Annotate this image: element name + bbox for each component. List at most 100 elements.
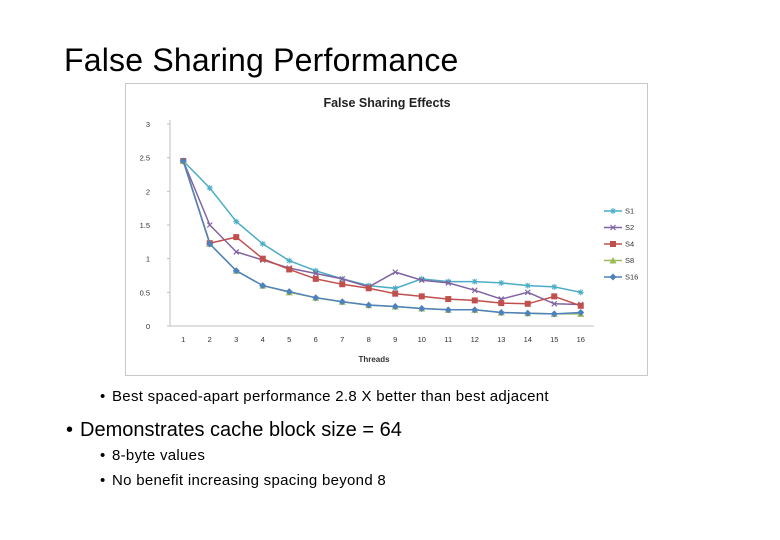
bullet-dot: • [100,447,106,464]
series-s2-point [206,222,213,228]
legend-s4-point [610,241,616,247]
series-s2-point [551,300,558,307]
x-tick-label: 13 [497,335,505,344]
legend-s16-point [609,273,617,281]
series-s1-point [471,278,478,285]
y-tick-label: 2 [146,187,150,196]
series-s16-point [471,306,479,314]
series-s2-point [471,287,478,294]
x-tick-label: 1 [181,335,185,344]
legend-s8-point [609,257,617,264]
y-tick-label: 2.5 [140,154,150,163]
legend-s8-label: S8 [625,256,634,265]
series-s1-point [286,257,293,264]
series-s1-point [259,240,266,247]
bullet-no-benefit: • No benefit increasing spacing beyond 8 [100,472,386,489]
series-s16-point [285,288,293,296]
series-s2-point [233,249,240,255]
series-s1-line [182,160,581,294]
series-s2-point [445,279,452,286]
chart-frame: False Sharing Effects 0 0.5 1 1.5 2 2.5 3 1 2 3 4 5 6… [125,83,648,376]
legend-s16-label: S16 [625,273,638,282]
x-axis-label: Threads [358,355,390,364]
series-s16-point [497,309,505,317]
series-s4-point [339,281,346,288]
x-tick-label: 9 [393,335,397,344]
series-s1-point [418,275,425,282]
chart-title: False Sharing Effects [323,96,450,110]
x-tick-label: 7 [340,335,344,344]
series-s4-point [471,297,478,304]
bullet-dot: • [66,419,74,441]
series-s2-point [524,289,531,296]
series-s1-point [392,285,399,292]
bullet-text: No benefit increasing spacing beyond 8 [112,472,387,489]
series-s16-point [338,298,346,306]
series-s4-point [392,290,399,297]
series-s16-point [312,294,320,302]
x-tick-label: 5 [287,335,291,344]
series-s16-point [206,240,214,248]
series-s1-point [206,184,213,191]
series-s4-point [418,293,425,300]
series-s16-point [524,309,532,317]
series-s16-point [577,309,585,317]
series-s4-point [286,266,293,273]
series-s4-point [312,275,319,282]
x-tick-label: 15 [550,335,558,344]
series-s16-point [444,306,452,314]
y-tick-label: 0.5 [140,288,150,297]
series-s4-point [233,234,240,241]
series-s4-point [259,255,266,262]
bullet-text: Best spaced-apart performance 2.8 X bett… [112,388,549,405]
legend-s1-point [610,208,616,214]
x-tick-label: 10 [418,335,426,344]
legend-s4-label: S4 [625,240,634,249]
series-s16-point [391,302,399,310]
x-tick-label: 2 [208,335,212,344]
bullet-text: Demonstrates cache block size = 64 [80,419,402,441]
y-tick-label: 0 [146,322,150,331]
series-s16-point [365,301,373,309]
series-s1-point [445,278,452,285]
series-s16-point [550,310,558,318]
series-s1-point [551,283,558,290]
x-tick-label: 16 [577,335,585,344]
y-tick-label: 1 [146,255,150,264]
x-tick-label: 14 [524,335,532,344]
bullet-dot: • [100,388,106,405]
series-s4-point [498,300,505,307]
series-s4-line [182,160,582,307]
series-s1-point [577,289,584,296]
series-s2-point [392,269,399,276]
y-tick-label: 1.5 [140,221,150,230]
series-s16-line [182,160,581,315]
bullet-dot: • [100,472,106,489]
slide-title: False Sharing Performance [64,42,459,78]
series-s16-point [418,304,426,312]
series-s16-point [232,267,240,275]
series-s1-point [312,267,319,274]
x-tick-label: 8 [367,335,371,344]
series-s4-point [551,293,558,300]
series-s2-point [418,277,425,284]
x-tick-label: 11 [444,335,452,344]
series-s4-point [577,302,584,309]
series-s1-point [498,279,505,286]
legend-s2-point [610,224,616,231]
x-tick-label: 12 [471,335,479,344]
series-s1-point [524,282,531,289]
bullet-8-byte: • 8-byte values [100,447,205,464]
bullet-cache-block: • Demonstrates cache block size = 64 [66,419,402,442]
series-s16-point [179,157,187,165]
series-s2-point [312,270,319,277]
series-s4-point [445,296,452,303]
series-s4-point [524,300,531,307]
series-s2-point [339,275,346,282]
x-tick-label: 3 [234,335,238,344]
y-tick-label: 3 [146,120,150,129]
series-s1-point [233,218,240,225]
series-s16-point [259,282,267,290]
bullet-text: 8-byte values [112,447,206,464]
